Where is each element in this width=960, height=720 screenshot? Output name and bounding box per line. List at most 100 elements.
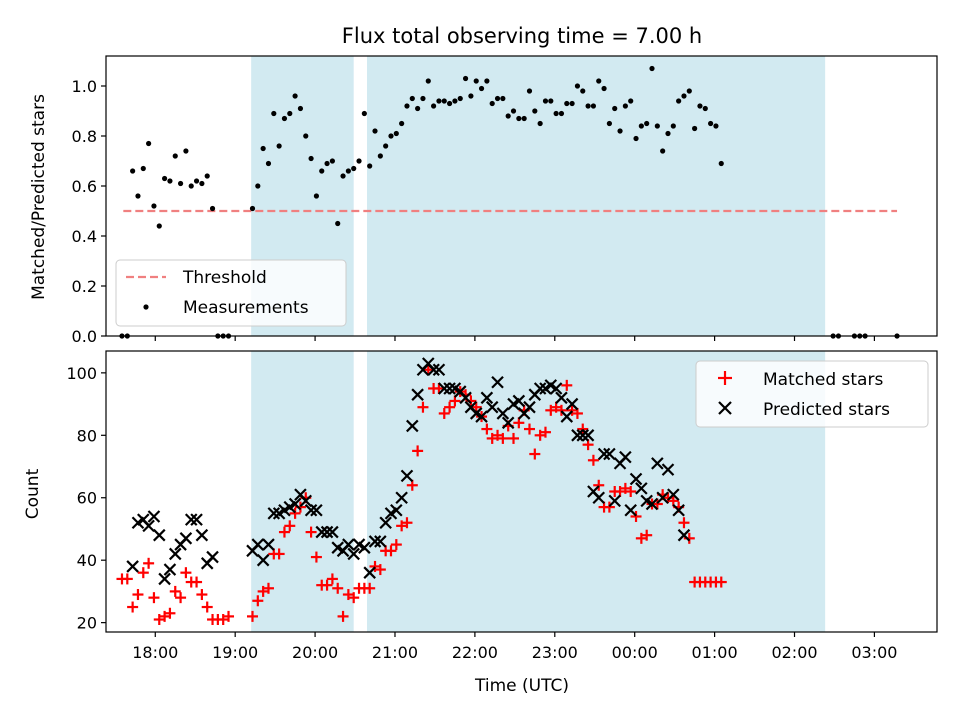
data-point-measurement [151,203,157,209]
data-point-matched [262,582,274,594]
marker-stroke [501,416,515,430]
data-point-predicted [126,560,139,573]
marker-stroke [320,525,334,539]
data-point-measurement [692,125,698,132]
marker-stroke [496,407,510,420]
data-point-predicted [629,472,643,486]
marker-stroke [379,516,392,530]
marker-stroke [640,494,653,508]
data-point-predicted [645,497,659,511]
data-point-predicted [608,494,621,508]
data-point-matched [715,576,727,588]
data-point-measurement [489,100,495,107]
x-axis-label: Time (UTC) [474,676,569,696]
data-point-measurement [665,130,671,137]
x-tick-label: 01:00 [692,643,738,662]
data-point-measurement [292,93,298,99]
marker-stroke [179,532,193,545]
y-tick-label: 0.2 [72,277,97,296]
legend-predicted-swatch [718,401,732,415]
marker-stroke [491,375,504,389]
marker-stroke [603,447,616,461]
marker-stroke [469,407,483,420]
x-tick-label: 18:00 [132,643,178,662]
x-tick-label: 03:00 [851,643,897,662]
y-tick-label: 0.6 [72,177,97,196]
data-point-measurement [156,223,162,229]
data-point-predicted [406,419,419,433]
data-point-matched [401,517,413,529]
data-point-measurement [596,78,602,84]
data-point-matched [438,407,450,419]
data-point-measurement [601,85,607,92]
data-point-measurement [606,120,612,127]
data-point-measurement [372,128,378,134]
data-point-predicted [267,507,281,520]
data-point-matched [337,610,349,622]
marker-stroke [294,488,307,501]
data-point-matched [196,589,208,601]
marker-stroke [661,463,675,476]
y-tick-label: 40 [77,551,97,570]
marker-stroke [624,503,637,517]
data-point-measurement [308,155,314,162]
data-point-predicted [374,535,387,548]
data-point-matched [127,601,139,613]
data-point-measurement [622,103,628,109]
data-point-predicted [400,469,414,483]
marker-stroke [400,469,414,483]
legend-count: Matched stars Predicted stars [695,360,929,428]
marker-stroke [406,419,419,433]
legend-box [695,360,929,428]
x-tick-label: 21:00 [372,643,418,662]
data-point-measurement [303,133,309,139]
data-point-measurement [135,193,141,199]
data-point-matched [364,582,376,594]
data-point-measurement [676,98,682,104]
data-point-predicted [251,538,265,551]
data-point-measurement [532,108,538,114]
data-point-predicted [395,491,408,505]
data-point-predicted [635,482,648,495]
data-point-measurement [542,98,549,104]
marker-stroke [485,400,499,414]
data-point-measurement [425,78,431,84]
data-point-predicted [672,503,685,517]
data-point-measurement [649,65,655,72]
marker-stroke [310,503,323,517]
marker-stroke [432,363,446,377]
y-tick-label: 60 [77,489,97,508]
data-point-measurement [708,120,714,127]
marker-stroke [326,525,339,539]
data-point-measurement [484,78,490,84]
data-point-matched [390,539,402,551]
x-tick-label: 22:00 [452,643,498,662]
data-point-measurement [590,103,597,109]
data-point-measurement [335,220,341,227]
data-point-predicted [475,410,488,423]
y-tick-label: 0.4 [72,227,97,246]
marker-stroke [168,547,182,561]
data-point-predicted [592,491,606,505]
data-point-matched [577,423,589,435]
axes-frame [105,350,938,633]
data-point-predicted [437,382,451,395]
data-point-matched [678,517,690,529]
marker-stroke [152,528,166,542]
marker-stroke [667,488,680,501]
marker-stroke [390,503,403,517]
data-point-predicted [168,547,182,561]
marker-stroke [315,525,329,539]
data-point-matched [406,479,418,491]
data-point-measurement [388,133,394,139]
data-point-matched [246,610,258,622]
data-point-predicted [661,463,675,476]
marker-stroke [163,563,177,576]
data-point-predicted [142,519,155,533]
data-point-measurement [462,75,469,82]
data-point-measurement [313,193,320,199]
data-point-measurement [199,180,205,187]
data-point-matched [348,592,360,604]
data-point-measurement [612,105,618,112]
data-point-predicted [667,488,680,501]
